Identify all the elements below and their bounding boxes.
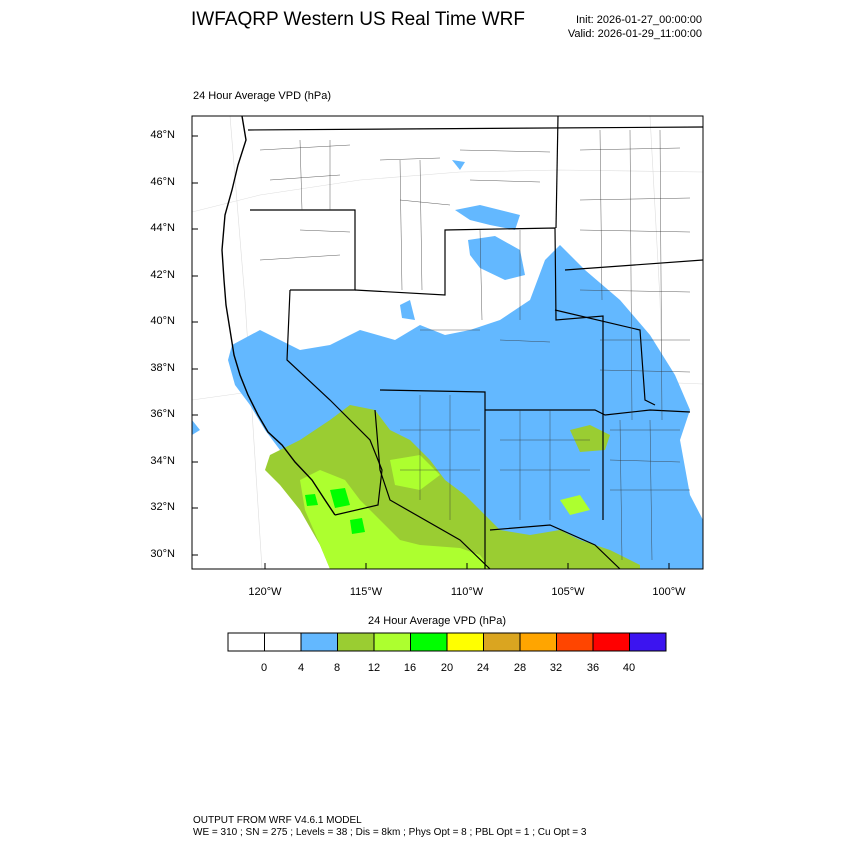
colorbar-label: 32 — [549, 662, 563, 674]
colorbar-label: 16 — [403, 662, 417, 674]
lon-tick-label: 115°W — [349, 586, 383, 598]
colorbar-label: 4 — [297, 662, 305, 674]
colorbar-label: 12 — [367, 662, 381, 674]
colorbar-swatch — [373, 632, 411, 652]
vpd-lime-shading — [300, 455, 590, 569]
colorbar-swatch — [264, 632, 302, 652]
map-subtitle: 24 Hour Average VPD (hPa) — [193, 90, 331, 102]
colorbar-swatch — [556, 632, 594, 652]
lat-tick-label: 44°N — [150, 222, 175, 234]
footer-line-1: OUTPUT FROM WRF V4.6.1 MODEL — [193, 815, 362, 826]
lat-tick-label: 34°N — [150, 455, 175, 467]
map-area — [192, 116, 703, 569]
colorbar-label: 0 — [260, 662, 268, 674]
colorbar-swatch — [446, 632, 484, 652]
valid-time: Valid: 2026-01-29_11:00:00 — [567, 28, 702, 40]
map-frame — [191, 115, 704, 570]
lat-tick-label: 36°N — [150, 408, 175, 420]
colorbar-title: 24 Hour Average VPD (hPa) — [368, 615, 506, 627]
lon-tick-label: 120°W — [248, 586, 282, 598]
lat-tick-label: 48°N — [150, 129, 175, 141]
colorbar-label: 20 — [440, 662, 454, 674]
state-boundaries — [221, 116, 703, 569]
colorbar — [227, 632, 667, 652]
colorbar-label: 40 — [622, 662, 636, 674]
footer-line-2: WE = 310 ; SN = 275 ; Levels = 38 ; Dis … — [193, 827, 587, 838]
colorbar-label: 36 — [586, 662, 600, 674]
init-valid-block: Init: 2026-01-27_00:00:00 Valid: 2026-01… — [568, 13, 702, 41]
colorbar-swatch — [227, 632, 265, 652]
lon-tick-label: 110°W — [450, 586, 484, 598]
colorbar-swatch — [337, 632, 375, 652]
lon-tick-label: 105°W — [551, 586, 585, 598]
lat-tick-label: 46°N — [150, 176, 175, 188]
lat-tick-label: 40°N — [150, 315, 175, 327]
lon-tick-label: 100°W — [652, 586, 686, 598]
colorbar-swatch — [300, 632, 338, 652]
axis-ticks — [192, 135, 670, 569]
colorbar-swatch — [629, 632, 667, 652]
colorbar-swatch — [519, 632, 557, 652]
model-footer: OUTPUT FROM WRF V4.6.1 MODEL WE = 310 ; … — [193, 815, 586, 839]
colorbar-label: 8 — [333, 662, 341, 674]
vpd-green-shading — [305, 488, 365, 534]
colorbar-swatch — [592, 632, 630, 652]
plot-title: IWFAQRP Western US Real Time WRF — [191, 9, 525, 30]
init-time: Init: 2026-01-27_00:00:00 — [576, 14, 702, 26]
lat-tick-label: 30°N — [150, 548, 175, 560]
colorbar-label: 24 — [476, 662, 490, 674]
county-lines — [259, 129, 691, 561]
colorbar-label: 28 — [513, 662, 527, 674]
lat-tick-label: 42°N — [150, 269, 175, 281]
lat-tick-label: 38°N — [150, 362, 175, 374]
colorbar-swatch — [410, 632, 448, 652]
colorbar-swatch — [483, 632, 521, 652]
lat-tick-label: 32°N — [150, 501, 175, 513]
